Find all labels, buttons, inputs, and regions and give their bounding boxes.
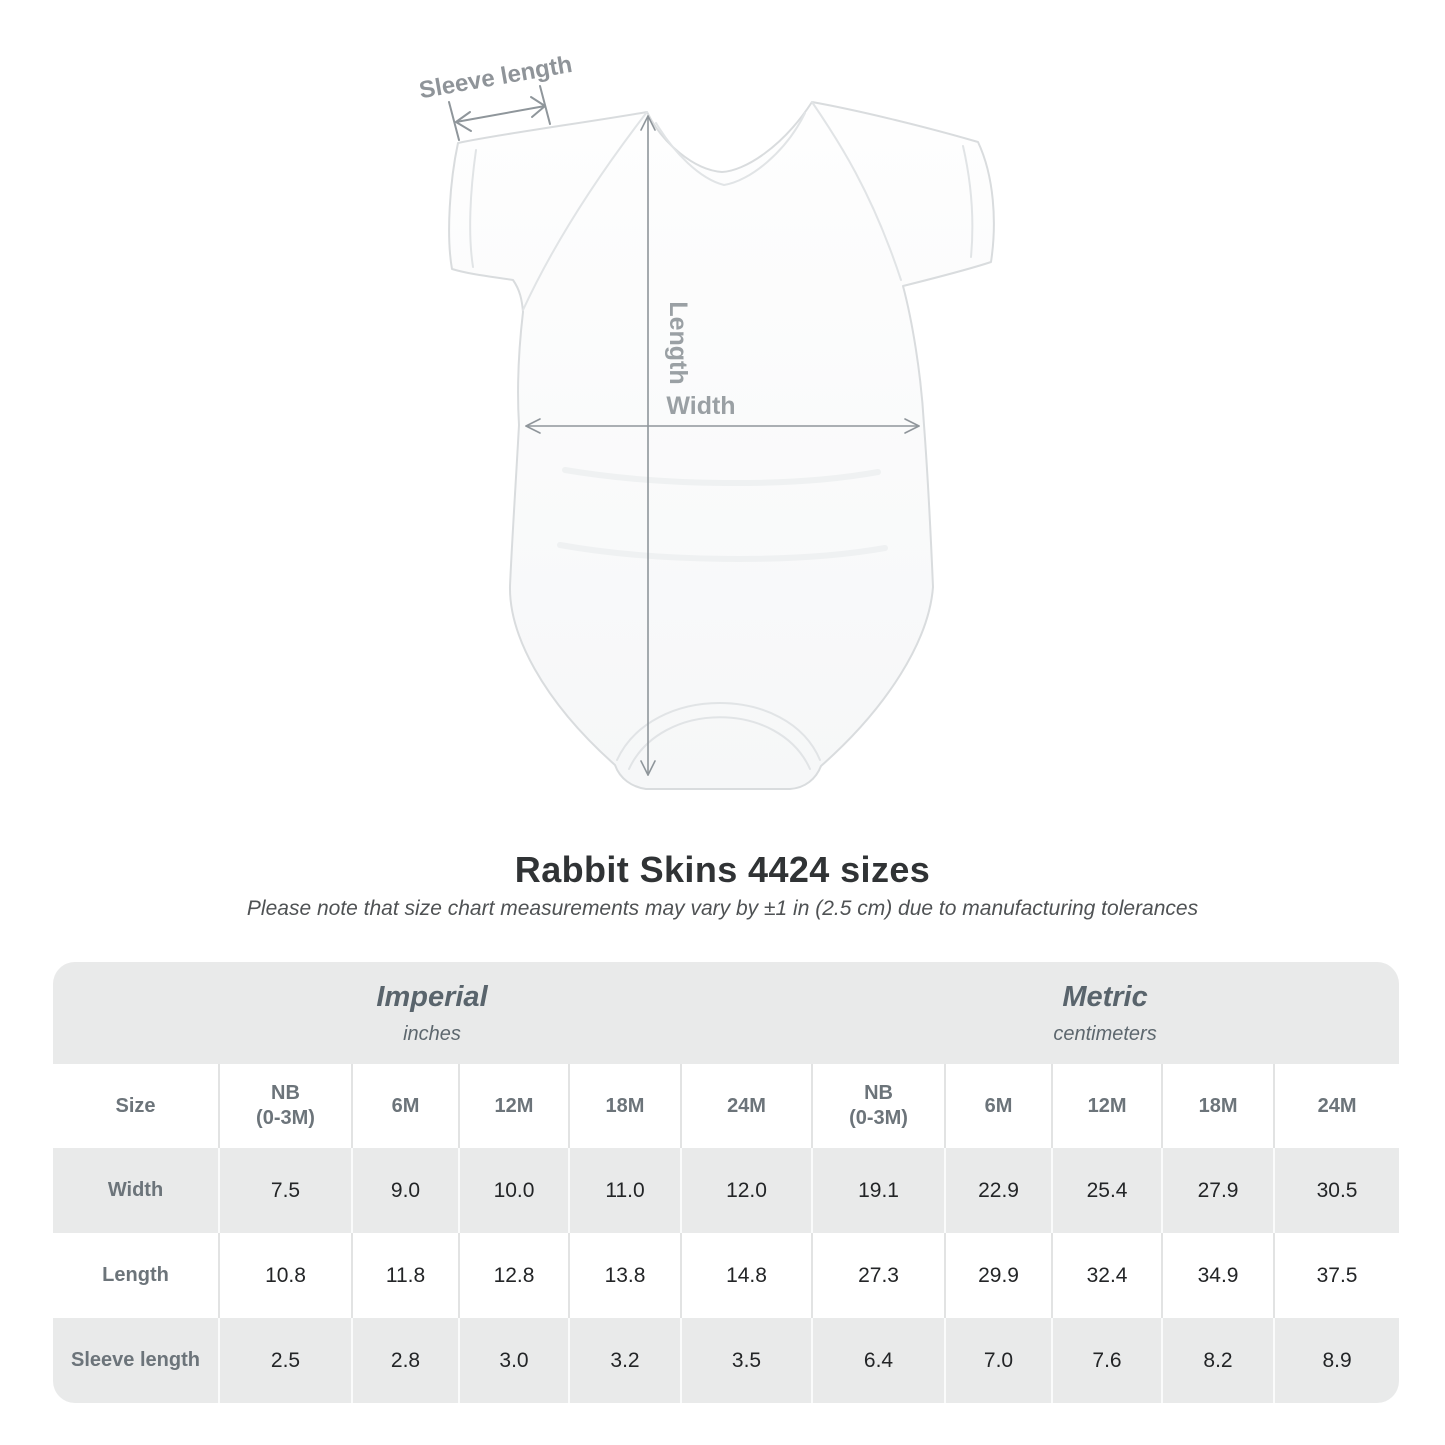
- right-sleeve-hem: [962, 145, 974, 258]
- table-cell: 9.0: [351, 1148, 458, 1233]
- column-header-6m-metric: 6M: [944, 1064, 1052, 1148]
- table-cell: 2.8: [351, 1318, 458, 1403]
- dimension-tick: [448, 101, 460, 141]
- table-cell: 6.4: [811, 1318, 945, 1403]
- metric-title: Metric: [1062, 980, 1148, 1013]
- table-row-width: Width 7.5 9.0 10.0 11.0 12.0 19.1 22.9 2…: [53, 1148, 1400, 1233]
- dimension-line: [455, 105, 546, 123]
- table-row-length: Length 10.8 11.8 12.8 13.8 14.8 27.3 29.…: [53, 1233, 1400, 1318]
- imperial-title: Imperial: [376, 980, 488, 1013]
- table-cell: 30.5: [1273, 1148, 1400, 1233]
- column-header-24m-imperial: 24M: [680, 1064, 812, 1148]
- row-label: Length: [53, 1233, 218, 1318]
- width-arrow: [525, 418, 920, 434]
- table-cell: 11.0: [568, 1148, 680, 1233]
- width-label: Width: [666, 392, 735, 420]
- column-header-6m-imperial: 6M: [351, 1064, 458, 1148]
- column-header-nb-imperial: NB (0-3M): [218, 1064, 351, 1148]
- table-cell: 37.5: [1273, 1233, 1400, 1318]
- column-header-18m-imperial: 18M: [568, 1064, 680, 1148]
- arrowhead: [904, 418, 920, 434]
- row-label: Width: [53, 1148, 218, 1233]
- table-cell: 22.9: [944, 1148, 1052, 1233]
- column-header-24m-metric: 24M: [1273, 1064, 1400, 1148]
- table-cell: 2.5: [218, 1318, 351, 1403]
- table-cell: 3.5: [680, 1318, 812, 1403]
- table-cell: 8.2: [1161, 1318, 1274, 1403]
- column-header-12m-metric: 12M: [1051, 1064, 1162, 1148]
- left-sleeve-hem: [469, 149, 477, 268]
- right-lap-shoulder-seam: [811, 101, 902, 281]
- wrinkle-shading: [562, 467, 881, 487]
- onesie-size-diagram: Sleeve length Length Width: [417, 51, 995, 790]
- table-cell: 25.4: [1051, 1148, 1162, 1233]
- crotch-flap-seam: [616, 702, 821, 761]
- crotch-flap-inner-seam: [628, 716, 811, 770]
- arrowhead: [640, 760, 656, 776]
- table-cell: 14.8: [680, 1233, 812, 1318]
- table-cell: 7.6: [1051, 1318, 1162, 1403]
- length-label: Length: [664, 301, 692, 384]
- wrinkle-shading: [557, 542, 888, 562]
- tolerance-note: Please note that size chart measurements…: [246, 897, 1199, 920]
- arrowhead: [530, 96, 546, 118]
- arrowhead: [455, 111, 472, 132]
- left-lap-shoulder-seam: [522, 111, 648, 311]
- collar-seam: [655, 112, 806, 187]
- table-cell: 7.0: [944, 1318, 1052, 1403]
- table-cell: 12.0: [680, 1148, 812, 1233]
- table-cell: 19.1: [811, 1148, 945, 1233]
- table-cell: 11.8: [351, 1233, 458, 1318]
- table-cell: 10.8: [218, 1233, 351, 1318]
- size-column-header: Size: [53, 1064, 218, 1148]
- table-cell: 3.0: [458, 1318, 568, 1403]
- page-title: Rabbit Skins 4424 sizes: [514, 849, 931, 890]
- metric-header: Metric centimeters: [811, 962, 1400, 1064]
- metric-subtitle: centimeters: [1053, 1022, 1157, 1045]
- arrowhead: [640, 115, 656, 131]
- table-cell: 3.2: [568, 1318, 680, 1403]
- sleeve-length-arrow: [448, 85, 551, 141]
- table-row-sleeve-length: Sleeve length 2.5 2.8 3.0 3.2 3.5 6.4 7.…: [53, 1318, 1400, 1403]
- table-cell: 10.0: [458, 1148, 568, 1233]
- size-chart-table: Imperial inches Metric centimeters Size …: [53, 962, 1400, 1403]
- imperial-subtitle: inches: [403, 1022, 461, 1045]
- table-cell: 34.9: [1161, 1233, 1274, 1318]
- table-cell: 12.8: [458, 1233, 568, 1318]
- row-label: Sleeve length: [53, 1318, 218, 1403]
- column-header-nb-metric: NB (0-3M): [811, 1064, 945, 1148]
- table-cell: 32.4: [1051, 1233, 1162, 1318]
- column-header-18m-metric: 18M: [1161, 1064, 1274, 1148]
- table-cell: 29.9: [944, 1233, 1052, 1318]
- unit-header-row: Imperial inches Metric centimeters: [53, 962, 1400, 1064]
- table-cell: 8.9: [1273, 1318, 1400, 1403]
- table-cell: 13.8: [568, 1233, 680, 1318]
- sleeve-length-label: Sleeve length: [417, 51, 574, 104]
- size-header-row: Size NB (0-3M) 6M 12M 18M 24M NB (0-3M) 6M…: [53, 1064, 1400, 1148]
- length-arrow: [640, 115, 656, 776]
- table-cell: 27.9: [1161, 1148, 1274, 1233]
- column-header-12m-imperial: 12M: [458, 1064, 568, 1148]
- table-cell: 7.5: [218, 1148, 351, 1233]
- table-cell: 27.3: [811, 1233, 945, 1318]
- onesie-illustration: [448, 101, 995, 790]
- arrowhead: [525, 418, 541, 434]
- imperial-header: Imperial inches: [53, 962, 812, 1064]
